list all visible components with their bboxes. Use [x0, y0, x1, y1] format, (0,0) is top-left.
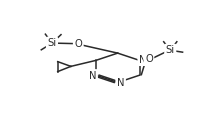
Text: N: N [89, 71, 96, 81]
Text: O: O [145, 54, 153, 64]
Text: Si: Si [47, 38, 57, 48]
Text: N: N [139, 54, 146, 64]
Text: Si: Si [166, 45, 175, 55]
Text: O: O [74, 39, 82, 49]
Text: N: N [117, 78, 124, 88]
